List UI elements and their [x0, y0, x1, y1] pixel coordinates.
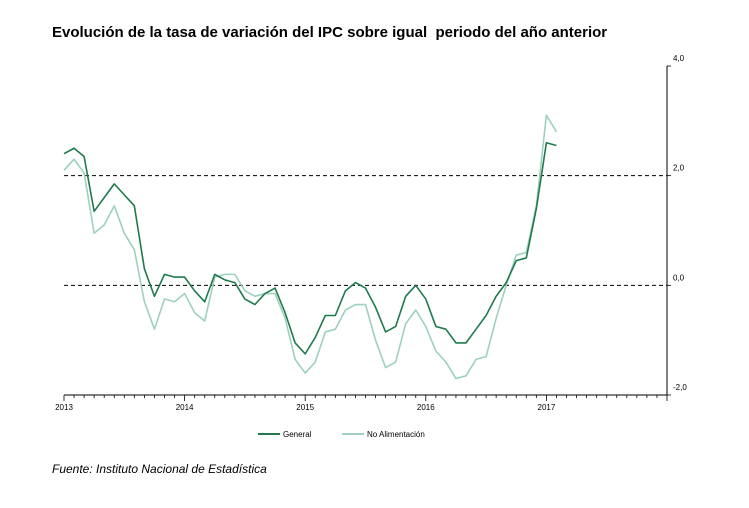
- x-tick-label: 2013: [55, 403, 73, 412]
- series-lines: [63, 114, 558, 380]
- y-tick-label: 4,0: [673, 54, 685, 63]
- series-line: [63, 114, 558, 380]
- y-tick-label: 0,0: [673, 273, 685, 282]
- legend: General No Alimentación: [258, 430, 425, 439]
- series-line: [63, 141, 557, 355]
- y-tick-label: 2,0: [673, 164, 685, 173]
- source-note: Fuente: Instituto Nacional de Estadístic…: [52, 462, 267, 476]
- reference-lines: [64, 175, 667, 286]
- x-tick-label: 2014: [176, 403, 194, 412]
- legend-label: General: [283, 430, 312, 439]
- x-tick-label: 2015: [296, 403, 314, 412]
- chart-title: Evolución de la tasa de variación del IP…: [52, 24, 608, 41]
- legend-label: No Alimentación: [367, 430, 425, 439]
- x-tick-label: 2016: [417, 403, 435, 412]
- y-tick-label: -2,0: [673, 383, 687, 392]
- axes: 2013 2014 2015 2016 2017 4,0 2,0 0,0 -2,0: [55, 54, 687, 412]
- x-tick-label: 2017: [538, 403, 556, 412]
